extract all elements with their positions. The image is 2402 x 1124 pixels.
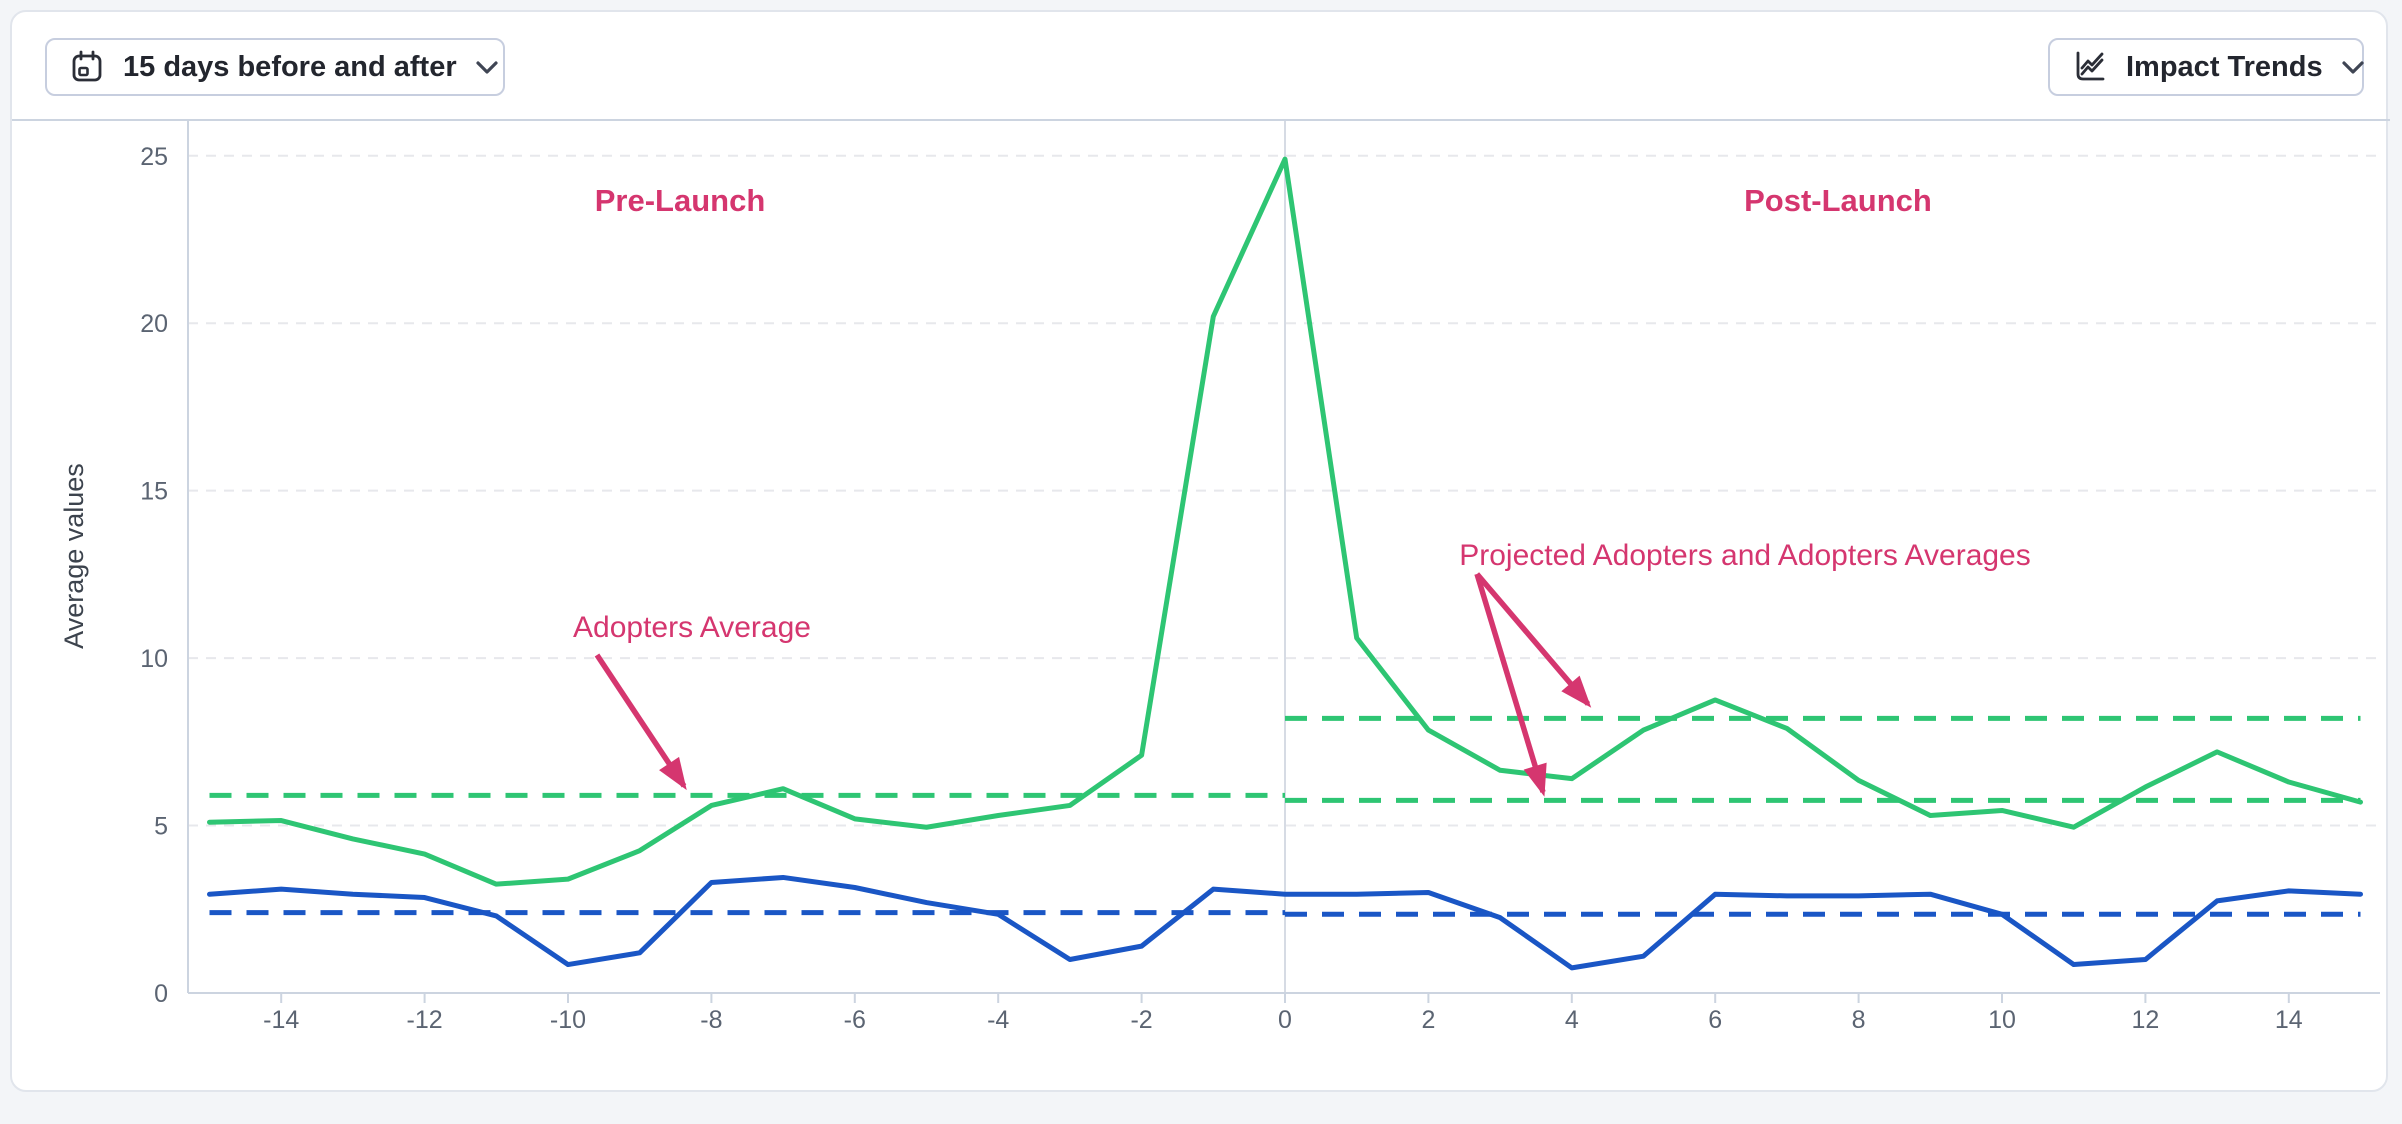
date-range-button[interactable]: 15 days before and after bbox=[45, 38, 505, 96]
impact-trends-button[interactable]: Impact Trends bbox=[2048, 38, 2364, 96]
chevron-down-icon bbox=[476, 60, 498, 74]
chevron-down-icon bbox=[2342, 60, 2364, 74]
chart-card: 15 days before and after Impact Trends bbox=[10, 10, 2388, 1092]
impact-trends-label: Impact Trends bbox=[2126, 50, 2323, 83]
line-chart-icon bbox=[2076, 51, 2105, 81]
calendar-icon bbox=[72, 50, 102, 82]
date-range-label: 15 days before and after bbox=[123, 50, 457, 83]
